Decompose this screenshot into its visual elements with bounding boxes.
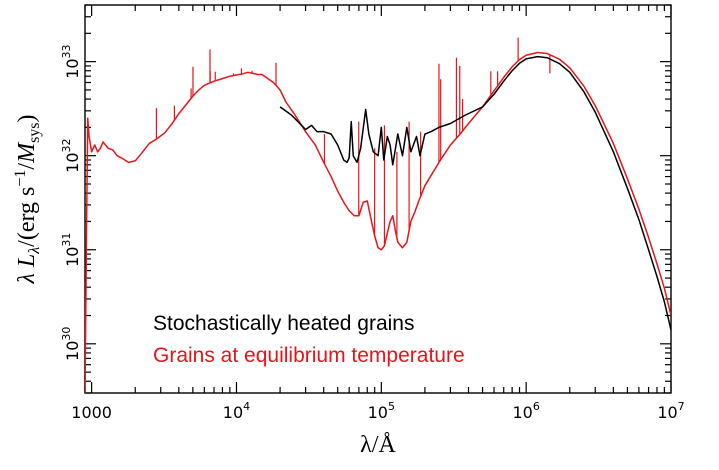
y-tick-label: 1033 <box>60 44 82 78</box>
series-line-equilibrium <box>85 51 671 393</box>
x-tick-label: 107 <box>657 400 684 422</box>
x-tick-labels: 1000 104 105 106 107 <box>71 400 684 422</box>
legend-entry-stochastic: Stochastically heated grains <box>153 312 415 335</box>
y-tick-labels: 1030 1031 1032 1033 <box>60 44 82 361</box>
y-tick-label: 1032 <box>60 139 82 173</box>
x-axis-label: λ/Å <box>360 432 396 458</box>
series-line-stochastic <box>279 55 671 331</box>
y-axis-label: λ Lλ/(erg s−1/Msys) <box>12 114 43 284</box>
plot-frame <box>84 4 672 394</box>
legend-entry-equilibrium: Grains at equilibrium temperature <box>153 344 465 367</box>
series-layer <box>85 37 671 393</box>
axis-ticks <box>84 4 672 394</box>
x-tick-label: 105 <box>368 400 395 422</box>
x-tick-label: 1000 <box>71 403 112 422</box>
x-tick-label: 106 <box>512 400 539 422</box>
y-tick-label: 1031 <box>60 233 82 267</box>
y-tick-label: 1030 <box>60 327 82 361</box>
x-tick-label: 104 <box>223 400 250 422</box>
